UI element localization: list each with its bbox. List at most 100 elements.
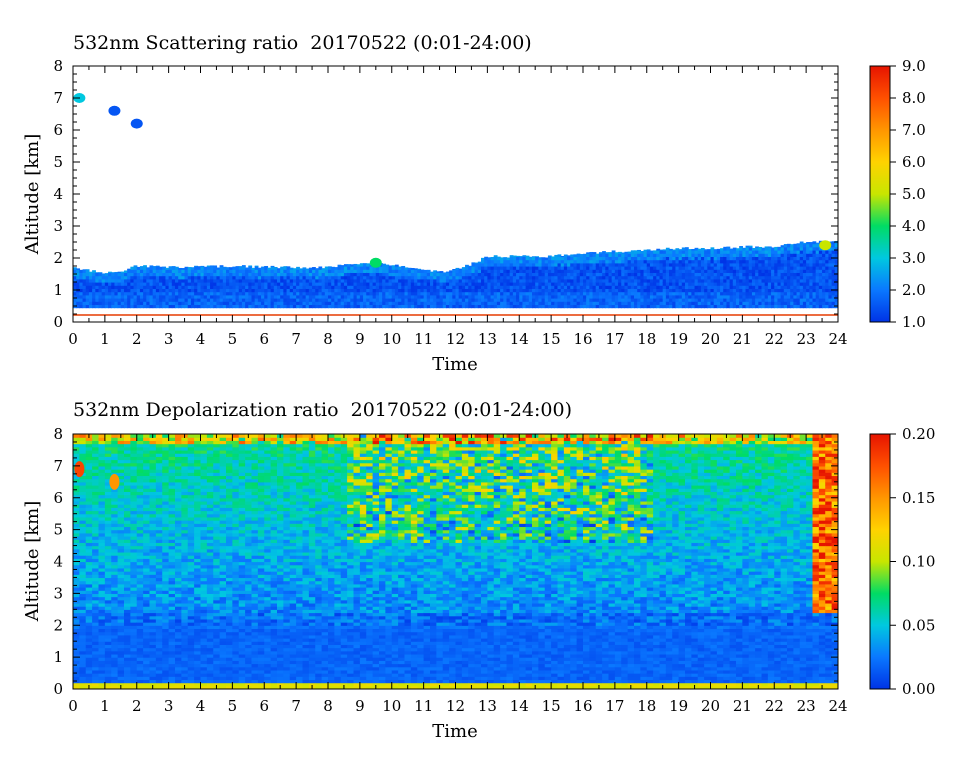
scattering-cell [646, 266, 651, 270]
scattering-cell [618, 275, 622, 280]
scattering-cell [544, 298, 549, 302]
scattering-cell [707, 288, 712, 293]
scattering-cell [659, 288, 664, 293]
scattering-cell [283, 272, 288, 277]
scattering-cell [130, 266, 135, 270]
scattering-cell [356, 272, 361, 277]
scattering-cell [305, 304, 310, 309]
scattering-cell [296, 288, 300, 293]
scattering-cell [481, 278, 485, 283]
scattering-cell [681, 285, 686, 289]
scattering-cell [567, 288, 571, 293]
scattering-cell [509, 278, 514, 283]
scattering-cell [751, 247, 756, 251]
scattering-cell [771, 278, 775, 283]
scattering-cell [318, 282, 323, 286]
scattering-cell [417, 298, 422, 302]
scattering-cell [535, 256, 539, 261]
scattering-cell [146, 291, 151, 296]
scattering-cell [331, 275, 335, 280]
scattering-cell [445, 285, 450, 289]
scattering-cell [720, 298, 724, 302]
colorbar-ticks: 1.02.03.04.05.06.07.08.09.0 [890, 57, 926, 331]
scattering-cell [525, 282, 530, 286]
depol-cell [130, 577, 138, 582]
scattering-cell [254, 269, 259, 273]
scattering-cell [799, 278, 804, 283]
scattering-cell [133, 266, 138, 270]
depol-cell [79, 602, 87, 607]
scattering-cell [449, 304, 453, 309]
scattering-cell [226, 301, 230, 305]
scattering-cell [162, 266, 167, 270]
scattering-cell [270, 278, 275, 283]
scattering-cell [366, 278, 371, 283]
scattering-cell [184, 269, 189, 273]
scattering-cell [704, 291, 708, 296]
scattering-cell [286, 304, 291, 309]
scattering-cell [755, 278, 759, 283]
scattering-cell [149, 294, 154, 299]
scattering-cell [512, 304, 517, 309]
scattering-cell [248, 266, 253, 270]
scattering-cell [130, 288, 135, 293]
scattering-cell [761, 288, 766, 293]
scattering-cell [363, 278, 367, 283]
scattering-cell [579, 285, 584, 289]
scattering-cell [190, 298, 195, 302]
scattering-cell [713, 266, 718, 270]
scattering-cell [688, 253, 692, 257]
scattering-cell [277, 275, 281, 280]
depol-cell [143, 602, 151, 607]
scattering-cell [516, 291, 520, 296]
scattering-cell [394, 288, 399, 293]
scattering-cell [640, 291, 645, 296]
scattering-cell [700, 275, 705, 280]
depol-cell [79, 590, 87, 594]
scattering-cell [764, 250, 769, 254]
scattering-cell [646, 269, 651, 273]
scattering-cell [576, 304, 581, 309]
scattering-cell [120, 282, 125, 286]
scattering-cell [477, 294, 482, 299]
scattering-cell [251, 272, 256, 277]
scattering-cell [379, 301, 383, 305]
scattering-cell [481, 257, 485, 261]
scattering-cell [745, 246, 750, 251]
scattering-cell [465, 264, 469, 267]
scattering-cell [85, 278, 90, 283]
scattering-cell [347, 264, 351, 267]
scattering-cell [407, 272, 412, 277]
scattering-cell [407, 294, 412, 299]
scattering-cell [828, 266, 833, 270]
depol-cell [117, 551, 125, 556]
scattering-cell [382, 288, 386, 293]
scattering-cell [621, 266, 626, 270]
scattering-cell [815, 243, 820, 248]
scattering-cell [468, 272, 473, 277]
scattering-cell [554, 266, 559, 270]
scattering-cell [713, 278, 718, 283]
scattering-cell [748, 301, 753, 305]
scattering-cell [452, 291, 457, 296]
scattering-cell [108, 304, 112, 309]
depol-cell [92, 583, 100, 588]
scattering-cell [736, 259, 740, 264]
scattering-cell [127, 272, 131, 277]
scattering-cell [790, 278, 794, 283]
depol-cell [104, 660, 112, 665]
depol-cell [104, 520, 112, 524]
scattering-cell [101, 282, 106, 286]
scattering-cell [621, 259, 626, 264]
depol-cell [136, 567, 144, 572]
depol-cell [79, 558, 87, 563]
x-tick-label: 7 [291, 330, 301, 348]
scattering-cell [465, 272, 469, 277]
scattering-cell [732, 266, 737, 270]
scattering-cell [155, 291, 160, 296]
depol-cell [79, 606, 87, 610]
scattering-cell [665, 247, 670, 251]
scattering-cell [226, 267, 230, 270]
scattering-cell [299, 288, 304, 293]
scattering-cell [312, 278, 316, 283]
